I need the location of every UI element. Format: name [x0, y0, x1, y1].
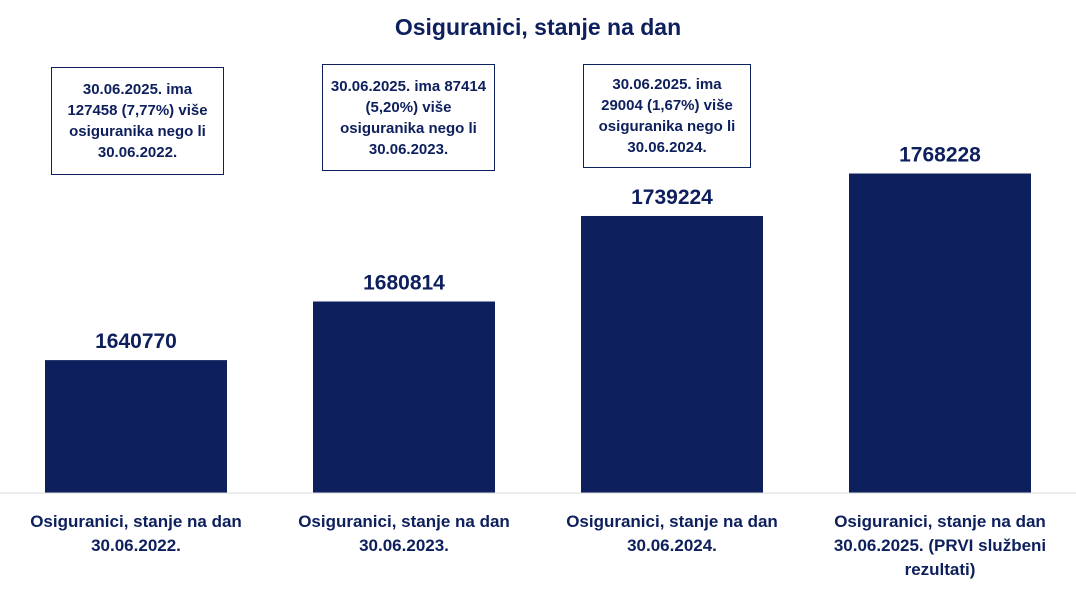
chart-title: Osiguranici, stanje na dan [394, 14, 682, 40]
bars-layer [45, 173, 1031, 493]
annotation-box-2023: 30.06.2025. ima 87414 (5,20%) više osigu… [322, 64, 495, 171]
bar-3 [849, 173, 1031, 493]
annotation-box-2024: 30.06.2025. ima 29004 (1,67%) više osigu… [583, 64, 751, 168]
data-labels-layer: 1640770 1680814 1739224 1768228 [95, 144, 981, 354]
bar-2 [581, 215, 763, 493]
data-label-3: 1768228 [899, 144, 981, 167]
x-tick-label-2024: Osiguranici, stanje na dan 30.06.2024. [566, 512, 778, 555]
x-tick-label-2022: Osiguranici, stanje na dan 30.06.2022. [30, 512, 242, 555]
bar-1 [313, 301, 495, 493]
bar-0 [45, 360, 227, 493]
x-tick-label-2023: Osiguranici, stanje na dan 30.06.2023. [298, 512, 510, 555]
data-label-2: 1739224 [631, 186, 713, 209]
data-label-0: 1640770 [95, 330, 177, 353]
x-tick-label-2025: Osiguranici, stanje na dan 30.06.2025. (… [833, 512, 1047, 579]
annotation-box-2022: 30.06.2025. ima 127458 (7,77%) više osig… [51, 67, 224, 175]
data-label-1: 1680814 [363, 271, 445, 294]
